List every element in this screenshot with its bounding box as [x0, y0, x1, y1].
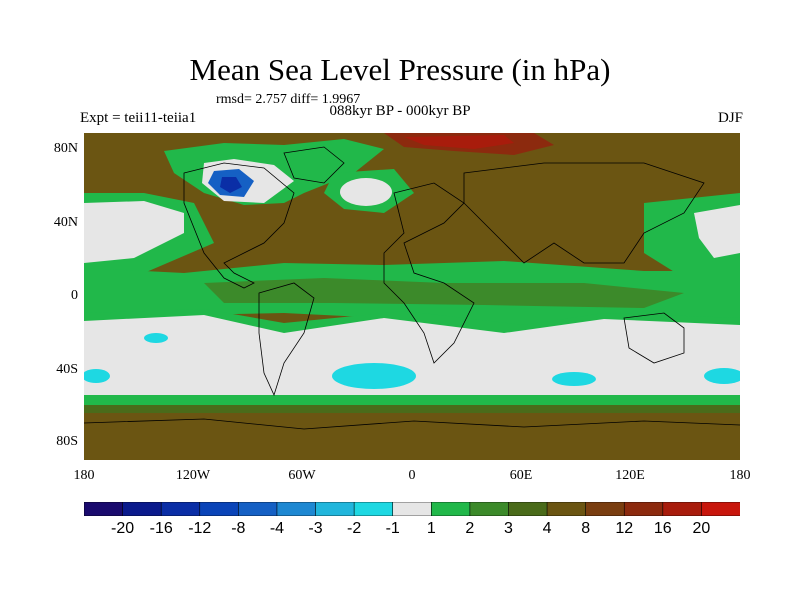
colorbar-swatch: [508, 502, 548, 516]
antarctic-mid-band: [84, 405, 740, 413]
australia-coast: [623, 312, 685, 364]
lon-tick-0: 0: [408, 468, 416, 483]
colorbar-label: 20: [692, 520, 711, 537]
north-america-coast: [183, 162, 295, 289]
colorbar-label: 2: [465, 520, 475, 537]
season-label: DJF: [717, 110, 743, 126]
colorbar-label: -8: [231, 520, 246, 537]
colorbar-swatch: [122, 502, 162, 516]
europe-africa-coast: [383, 182, 475, 364]
lat-tick-40n: 40N: [53, 215, 78, 230]
lat-tick-40s: 40S: [56, 362, 78, 377]
colorbar-swatch: [353, 502, 394, 516]
lat-tick-0: 0: [71, 288, 78, 303]
south-atlantic-cyan: [332, 363, 416, 389]
colorbar-label: -16: [149, 520, 173, 537]
colorbar-swatch: [546, 502, 587, 516]
colorbar-label: 12: [615, 520, 634, 537]
colorbar-swatch: [623, 502, 664, 516]
south-west-cyan: [84, 369, 110, 383]
lat-tick-80n: 80N: [53, 141, 78, 156]
south-america-coast: [258, 282, 315, 397]
colorbar-swatch: [199, 502, 240, 516]
greenland-low-center: [220, 177, 242, 193]
colorbar-swatch: [701, 502, 740, 516]
colorbar-swatch: [585, 502, 626, 516]
period-label: 088kyr BP - 000kyr BP: [329, 103, 471, 119]
colorbar-label: -20: [111, 520, 135, 537]
antarctic-green-band: [84, 395, 740, 405]
pressure-map: [84, 133, 740, 460]
colorbar-swatch: [276, 502, 317, 516]
colorbar-swatch: [315, 502, 355, 516]
colorbar-label: -4: [269, 520, 285, 537]
page-title: Mean Sea Level Pressure (in hPa): [189, 52, 611, 87]
colorbar-label: -1: [385, 520, 400, 537]
colorbar-label: 3: [504, 520, 513, 537]
colorbar-label: 4: [542, 520, 552, 537]
colorbar-swatch: [84, 502, 124, 516]
stats-text: rmsd= 2.757 diff= 1.9967: [216, 92, 361, 107]
lon-tick-180-west: 180: [73, 468, 95, 483]
lon-tick-120w: 120W: [175, 468, 211, 483]
colorbar-swatch: [430, 502, 471, 516]
colorbar-swatch: [238, 502, 278, 516]
colorbar: [84, 502, 740, 516]
north-high-core: [404, 135, 514, 149]
colorbar-swatch: [469, 502, 510, 516]
colorbar-label: -12: [188, 520, 212, 537]
coastlines: [84, 146, 740, 430]
colorbar-label: -2: [346, 520, 362, 537]
colorbar-swatch: [392, 502, 433, 516]
lon-tick-60w: 60W: [288, 468, 316, 483]
greenland-coast: [283, 146, 345, 184]
south-indian-cyan: [552, 372, 596, 386]
lon-tick-120e: 120E: [615, 468, 645, 483]
asia-coast: [463, 162, 705, 264]
colorbar-swatch: [662, 502, 703, 516]
lon-tick-60e: 60E: [509, 468, 533, 483]
colorbar-label: 8: [581, 520, 591, 537]
lon-tick-180-east: 180: [729, 468, 751, 483]
antarctica-coast: [84, 418, 740, 430]
southern-low-belt: [84, 315, 740, 398]
lat-tick-80s: 80S: [56, 434, 78, 449]
north-atlantic-low: [340, 178, 392, 206]
tropical-darker-band: [204, 278, 684, 308]
colorbar-label: 16: [653, 520, 672, 537]
colorbar-swatch: [160, 502, 201, 516]
south-pacific-cyan: [144, 333, 168, 343]
south-east-cyan: [704, 368, 740, 384]
west-pacific-low: [694, 205, 740, 258]
north-pacific-low: [84, 201, 184, 263]
experiment-label: Expt = teii11-teiia1: [80, 110, 197, 126]
colorbar-label: -3: [308, 520, 323, 537]
colorbar-label: 1: [426, 520, 436, 537]
